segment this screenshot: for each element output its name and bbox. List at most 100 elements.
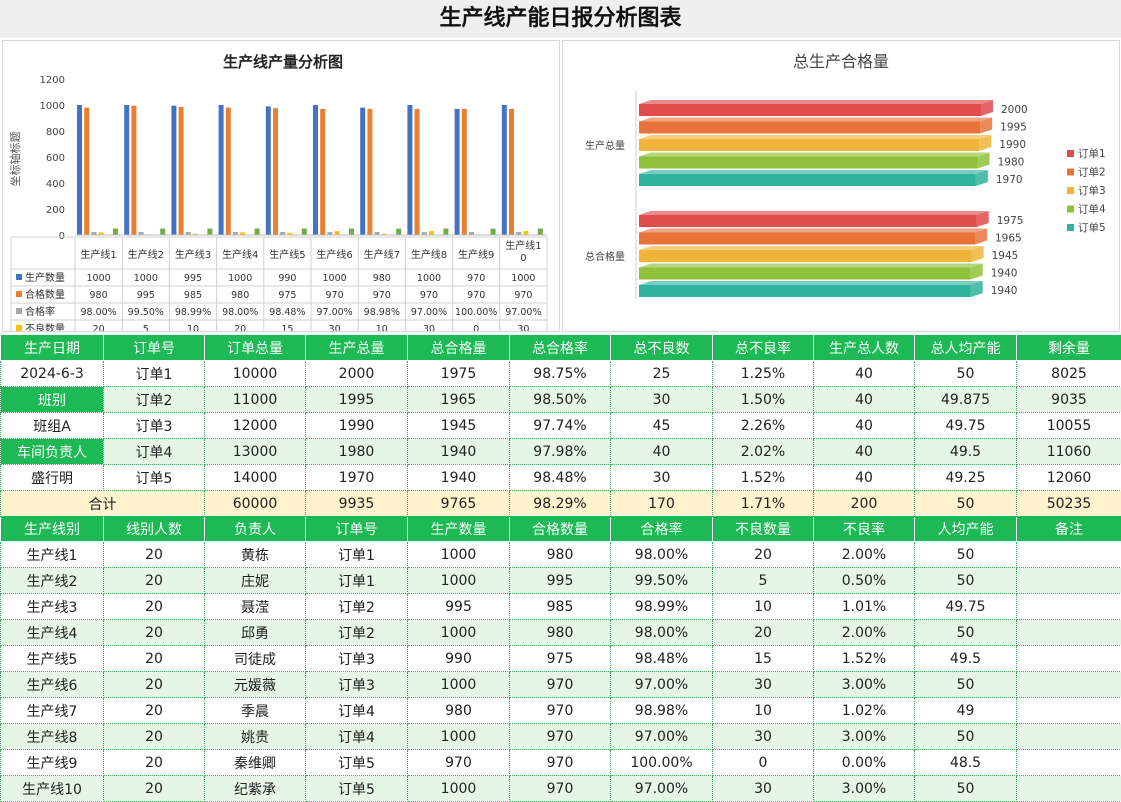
table-cell: 生产线1 xyxy=(1,542,104,568)
table-cell: 49.75 xyxy=(915,413,1017,439)
table-cell: 1000 xyxy=(408,620,510,646)
table-cell: 98.50% xyxy=(510,387,611,413)
table-cell: 975 xyxy=(510,646,611,672)
table-cell: 97.00% xyxy=(611,724,713,750)
data-label: 97.00% xyxy=(316,307,352,318)
table-cell: 1.02% xyxy=(814,698,915,724)
column-header: 生产日期 xyxy=(1,335,104,361)
table-cell: 1975 xyxy=(408,361,510,387)
table-cell: 订单5 xyxy=(104,465,205,491)
table-cell: 1.50% xyxy=(713,387,814,413)
column-header: 订单总量 xyxy=(205,335,306,361)
table-cell: 订单2 xyxy=(306,620,408,646)
data-label: 30 xyxy=(329,324,341,331)
table-cell: 黄栋 xyxy=(205,542,306,568)
hbar-订单3-1 xyxy=(639,139,979,151)
table-cell: 生产线7 xyxy=(1,698,104,724)
data-label: 1000 xyxy=(323,273,347,284)
column-header: 合格率 xyxy=(611,516,713,542)
table-cell: 15 xyxy=(713,646,814,672)
line-detail-table: 生产线别线别人数负责人订单号生产数量合格数量合格率不良数量不良率人均产能备注生产… xyxy=(0,515,1121,802)
table-cell: 20 xyxy=(104,724,205,750)
bar-生产数量-1 xyxy=(77,105,82,235)
column-header: 生产数量 xyxy=(408,516,510,542)
table-cell: 2.00% xyxy=(814,542,915,568)
bar-生产数量-4 xyxy=(219,105,224,235)
table-cell: 49.5 xyxy=(915,646,1017,672)
table-cell: 订单5 xyxy=(306,776,408,802)
table-cell: 3.00% xyxy=(814,724,915,750)
bar-生产数量-3 xyxy=(171,106,176,235)
bar-人均产能-4 xyxy=(255,229,260,236)
x-tick-label: 生产线2 xyxy=(128,248,164,261)
table-cell: 1940 xyxy=(408,439,510,465)
bar-合格数量-3 xyxy=(179,107,184,235)
table-cell: 订单4 xyxy=(306,698,408,724)
data-label: 98.99% xyxy=(175,307,211,318)
x-tick-label: 生产线1 xyxy=(505,239,541,252)
bar-人均产能-9 xyxy=(491,229,496,235)
table-cell: 订单3 xyxy=(104,413,205,439)
table-cell: 2.02% xyxy=(713,439,814,465)
table-cell: 98.00% xyxy=(611,542,713,568)
hbar-订单5-2 xyxy=(639,285,971,297)
data-label: 990 xyxy=(278,273,296,284)
table-cell xyxy=(1017,646,1121,672)
table-cell: 订单3 xyxy=(306,646,408,672)
data-label: 1000 xyxy=(87,273,111,284)
column-header: 备注 xyxy=(1017,516,1121,542)
table-cell: 8025 xyxy=(1017,361,1121,387)
table-cell: 1000 xyxy=(408,542,510,568)
table-cell: 50 xyxy=(915,361,1017,387)
bar-人均产能-6 xyxy=(349,229,354,236)
table-cell: 11000 xyxy=(205,387,306,413)
data-label: 1000 xyxy=(228,273,252,284)
table-cell: 98.48% xyxy=(510,465,611,491)
bar-人均产能-7 xyxy=(396,229,401,235)
table-cell: 司徒成 xyxy=(205,646,306,672)
table-cell: 20 xyxy=(104,620,205,646)
column-header: 生产线别 xyxy=(1,516,104,542)
table-cell: 97.98% xyxy=(510,439,611,465)
total-label: 合计 xyxy=(1,491,205,517)
table-cell: 970 xyxy=(510,672,611,698)
bar-生产数量-7 xyxy=(360,108,365,235)
x-tick-label: 生产线3 xyxy=(175,248,211,261)
y-tick-label: 800 xyxy=(46,127,65,138)
table-cell: 49.875 xyxy=(915,387,1017,413)
table-cell: 50 xyxy=(915,620,1017,646)
table-cell: 30 xyxy=(611,465,713,491)
table-cell: 1940 xyxy=(408,465,510,491)
x-tick-label: 生产线7 xyxy=(364,248,400,261)
bar-合格数量-8 xyxy=(415,109,420,235)
table-cell: 98.99% xyxy=(611,594,713,620)
data-label: 980 xyxy=(231,290,249,301)
hbar-订单4-1 xyxy=(639,157,978,169)
bar-人均产能-3 xyxy=(207,229,212,235)
table-cell: 20 xyxy=(104,594,205,620)
bar-生产数量-2 xyxy=(124,105,129,235)
data-label: 10 xyxy=(187,324,199,331)
table-cell: 30 xyxy=(611,387,713,413)
table-cell: 50 xyxy=(915,542,1017,568)
x-tick-label: 0 xyxy=(520,253,526,264)
table-cell: 98.75% xyxy=(510,361,611,387)
bar-不良数量-10 xyxy=(523,231,528,235)
data-label: 97.00% xyxy=(411,307,447,318)
table-cell: 40 xyxy=(814,465,915,491)
table-cell: 40 xyxy=(814,361,915,387)
x-tick-label: 生产线5 xyxy=(269,248,305,261)
table-cell: 980 xyxy=(510,542,611,568)
side-value: 2024-6-3 xyxy=(1,361,104,387)
data-label: 1970 xyxy=(996,174,1023,186)
total-cell: 1.71% xyxy=(713,491,814,517)
table-cell: 50 xyxy=(915,568,1017,594)
table-cell: 订单5 xyxy=(306,750,408,776)
